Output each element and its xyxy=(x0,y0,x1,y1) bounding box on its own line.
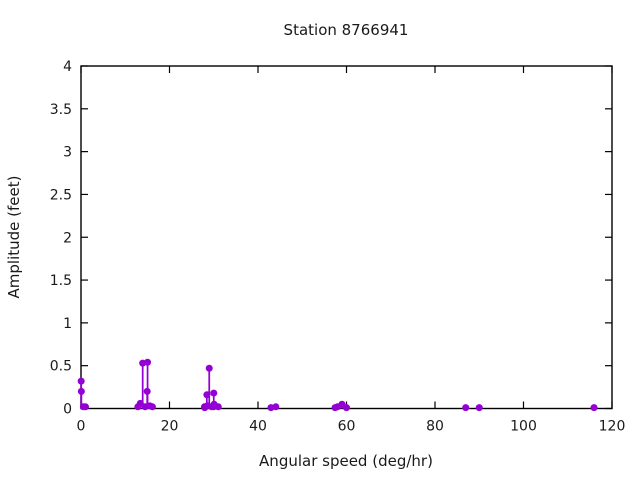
x-tick-label: 0 xyxy=(77,419,86,435)
y-axis-label: Amplitude (feet) xyxy=(5,176,23,299)
x-tick-label: 100 xyxy=(510,419,537,435)
x-tick-label: 40 xyxy=(249,419,267,435)
x-tick-label: 20 xyxy=(161,419,179,435)
data-point xyxy=(82,403,90,411)
data-point xyxy=(462,404,470,412)
y-tick-label: 2.5 xyxy=(50,187,72,203)
y-tick-label: 3.5 xyxy=(50,102,72,118)
data-point xyxy=(136,399,144,407)
data-point xyxy=(205,364,213,372)
data-point xyxy=(144,358,152,366)
data-point xyxy=(214,403,222,411)
y-tick-label: 4 xyxy=(63,59,72,75)
chart-title: Station 8766941 xyxy=(284,21,409,39)
data-point xyxy=(343,404,350,412)
data-point xyxy=(203,391,211,399)
x-tick-label: 60 xyxy=(338,419,356,435)
data-point xyxy=(475,404,483,412)
y-tick-label: 0.5 xyxy=(50,359,72,375)
plot-border xyxy=(80,65,613,410)
plot-area: 0 20 40 60 80 100 120 0 0.5 1 1.5 2 2.5 3 3.5 4 xyxy=(50,59,626,435)
x-tick-label: 80 xyxy=(426,419,444,435)
data-point xyxy=(143,387,151,395)
y-tick-label: 0 xyxy=(63,402,72,418)
data-point xyxy=(210,389,218,397)
data-point xyxy=(272,403,280,411)
data-point xyxy=(148,403,156,411)
y-tick-label: 3 xyxy=(63,145,72,161)
y-tick-label: 1 xyxy=(63,316,72,332)
x-tick-label: 120 xyxy=(599,419,626,435)
data-point xyxy=(590,404,598,412)
x-axis-label: Angular speed (deg/hr) xyxy=(259,452,433,470)
y-tick-label: 1.5 xyxy=(50,273,72,289)
y-tick-label: 2 xyxy=(63,230,72,246)
data-point xyxy=(77,387,85,395)
data-point xyxy=(77,377,85,385)
